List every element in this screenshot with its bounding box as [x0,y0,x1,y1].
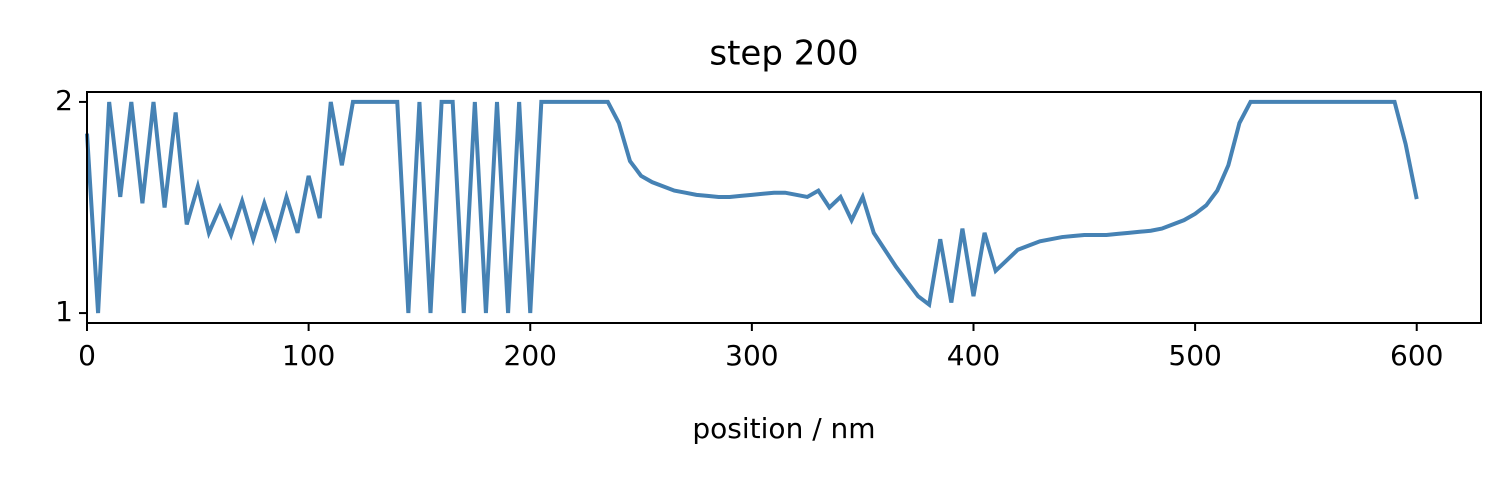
x-tick-label: 200 [504,339,557,372]
line-series [85,99,1419,314]
x-tick-label: 100 [282,339,335,372]
x-tick-label: 300 [725,339,778,372]
y-tick-label: 1 [55,295,73,328]
x-tick-label: 500 [1168,339,1221,372]
x-axis-label: position / nm [692,412,875,445]
x-tick-label: 0 [78,339,96,372]
chart-title: step 200 [709,34,858,74]
x-tick-label: 400 [947,339,1000,372]
x-tick-label: 600 [1390,339,1443,372]
y-tick-label: 2 [55,84,73,117]
plot-frame [86,91,1482,324]
